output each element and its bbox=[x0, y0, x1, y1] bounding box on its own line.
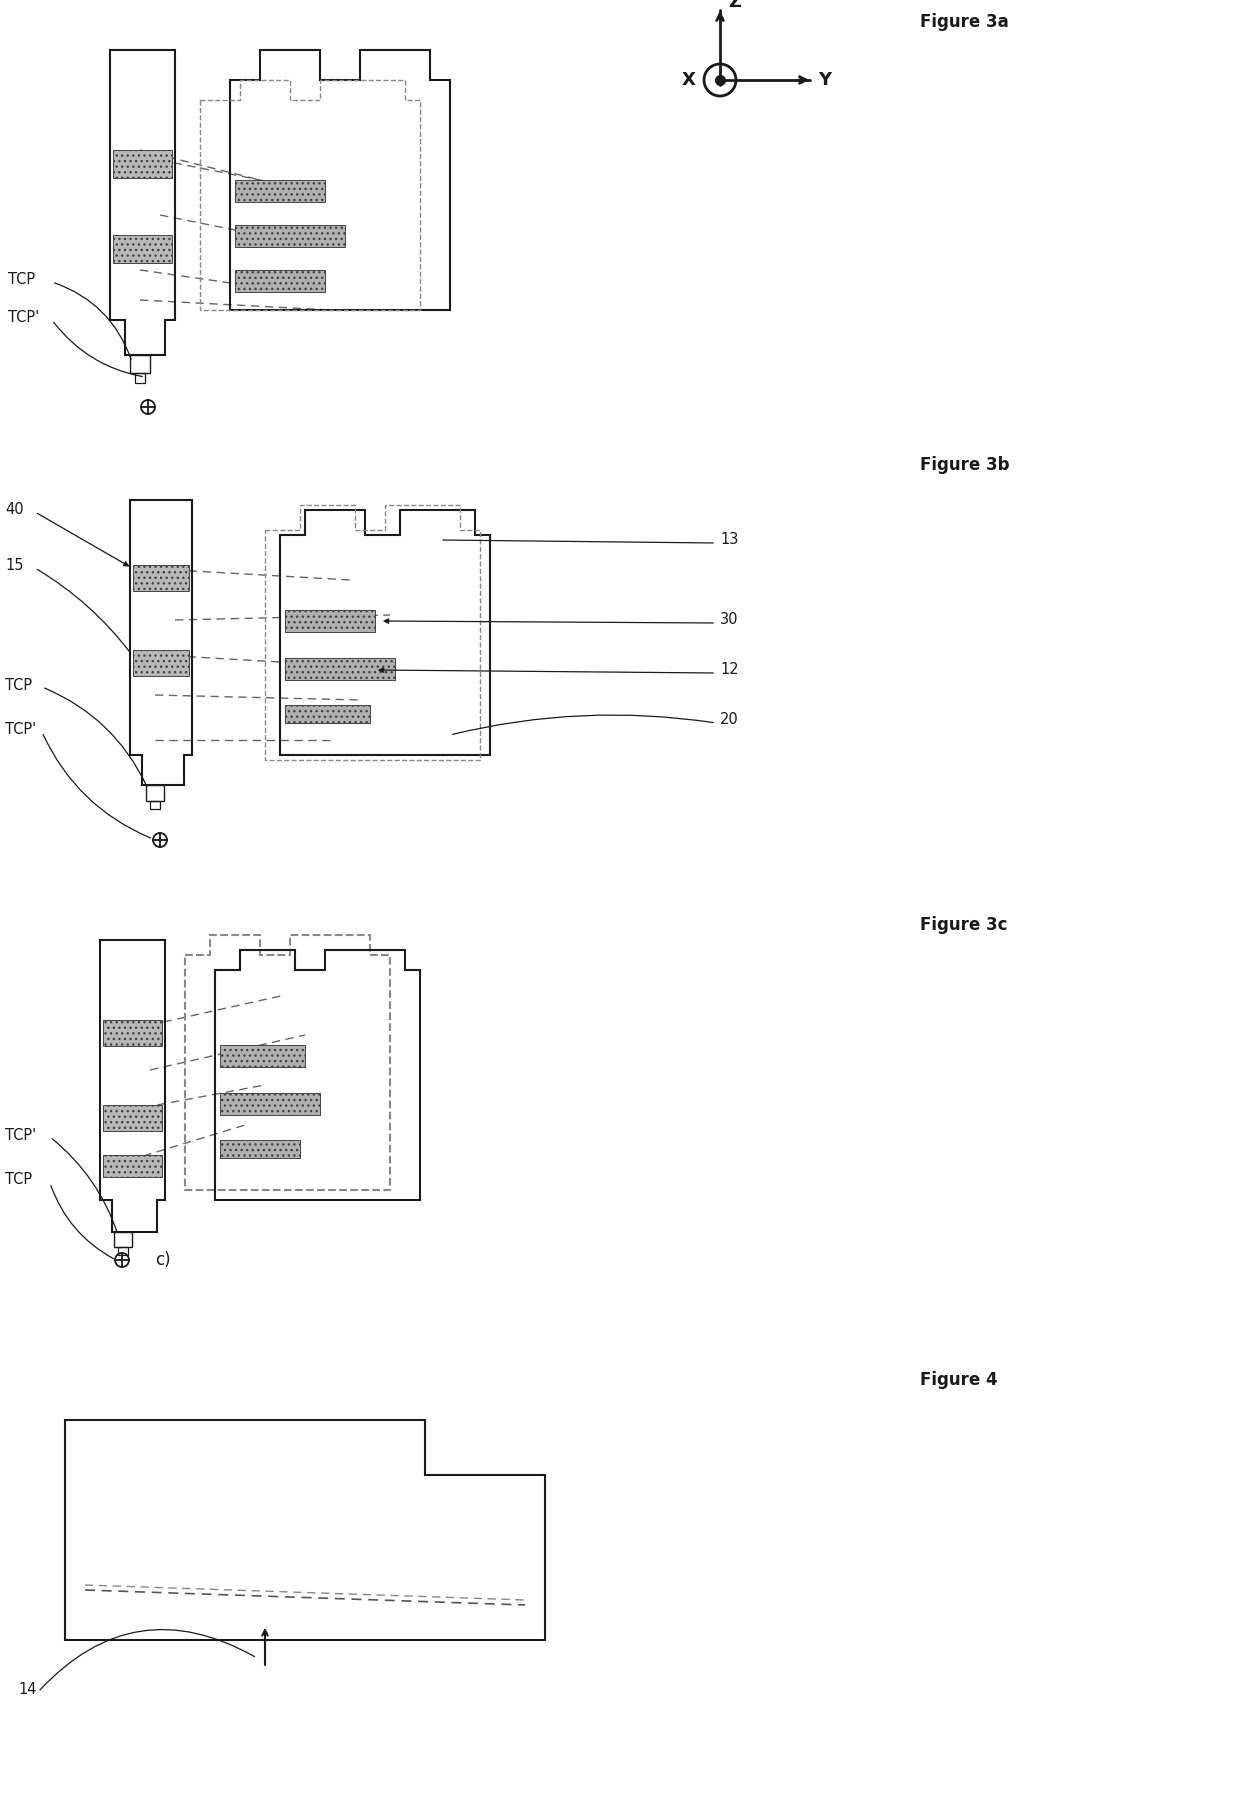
Polygon shape bbox=[236, 271, 325, 292]
Text: TCP': TCP' bbox=[5, 1128, 36, 1143]
Polygon shape bbox=[103, 1105, 162, 1132]
Polygon shape bbox=[133, 565, 188, 590]
Polygon shape bbox=[103, 1155, 162, 1177]
Text: 15: 15 bbox=[5, 558, 24, 572]
Text: c): c) bbox=[155, 1251, 171, 1269]
Text: 40: 40 bbox=[5, 502, 24, 518]
Text: TCP: TCP bbox=[7, 273, 35, 287]
Text: TCP: TCP bbox=[5, 1173, 32, 1188]
Text: TCP': TCP' bbox=[7, 310, 40, 325]
Text: 20: 20 bbox=[720, 713, 739, 727]
Text: X: X bbox=[682, 70, 696, 88]
Polygon shape bbox=[285, 659, 396, 680]
Text: Z: Z bbox=[728, 0, 740, 11]
Text: Y: Y bbox=[818, 70, 831, 88]
Text: Figure 3b: Figure 3b bbox=[920, 457, 1009, 475]
Polygon shape bbox=[236, 180, 325, 202]
Text: Figure 3c: Figure 3c bbox=[920, 915, 1007, 933]
Polygon shape bbox=[285, 706, 370, 724]
Polygon shape bbox=[219, 1094, 320, 1115]
Text: TCP: TCP bbox=[5, 677, 32, 693]
Polygon shape bbox=[285, 610, 374, 632]
Polygon shape bbox=[113, 150, 172, 179]
Text: 14: 14 bbox=[19, 1682, 36, 1697]
Text: 30: 30 bbox=[720, 612, 739, 628]
Polygon shape bbox=[219, 1045, 305, 1067]
Text: 13: 13 bbox=[720, 532, 738, 547]
Text: TCP': TCP' bbox=[5, 722, 36, 738]
Text: Figure 4: Figure 4 bbox=[920, 1372, 998, 1390]
Polygon shape bbox=[133, 650, 188, 677]
Polygon shape bbox=[113, 235, 172, 264]
Text: 12: 12 bbox=[720, 662, 739, 677]
Polygon shape bbox=[219, 1141, 300, 1159]
Polygon shape bbox=[236, 226, 345, 247]
Text: Figure 3a: Figure 3a bbox=[920, 13, 1009, 31]
Polygon shape bbox=[103, 1020, 162, 1047]
